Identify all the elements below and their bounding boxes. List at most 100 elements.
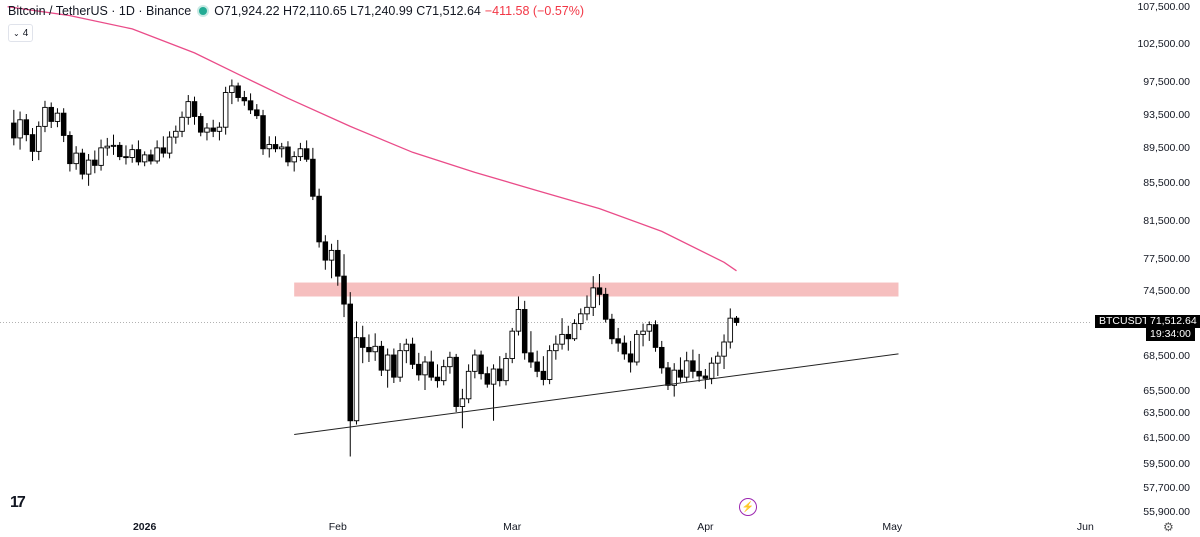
gear-icon[interactable]: ⚙ — [1163, 520, 1174, 534]
candle — [316, 188, 322, 248]
candle-body — [733, 317, 740, 323]
candle — [515, 296, 522, 336]
candle — [166, 131, 173, 159]
candle-body — [565, 333, 572, 340]
candle-body — [210, 127, 216, 132]
candle-body — [266, 144, 273, 150]
candle — [696, 353, 702, 382]
candle-body — [98, 147, 104, 166]
candle-body — [235, 85, 241, 98]
candle-body — [571, 323, 578, 340]
candle-body — [453, 356, 459, 407]
candle — [42, 100, 48, 133]
y-tick-label: 55,900.00 — [1143, 506, 1190, 518]
candle-body — [540, 370, 547, 380]
candle — [148, 149, 154, 165]
candle-body — [166, 136, 173, 154]
candle-body — [715, 355, 721, 364]
candle-body — [148, 154, 154, 162]
candle-body — [590, 287, 596, 308]
candle-body — [596, 287, 603, 295]
candle — [222, 86, 229, 135]
candle-body — [497, 368, 503, 382]
candle-body — [671, 369, 677, 386]
candle — [229, 79, 235, 105]
candle — [590, 276, 596, 316]
candle — [478, 350, 484, 380]
candle-body — [179, 116, 185, 132]
candle — [652, 320, 659, 352]
candle — [36, 121, 42, 161]
candle-body — [285, 146, 291, 163]
candle — [546, 345, 553, 385]
candle — [197, 113, 204, 137]
candle — [434, 364, 441, 388]
candle-body — [54, 112, 61, 122]
candle-body — [391, 354, 397, 378]
candle — [347, 292, 354, 457]
y-tick-label: 81,500.00 — [1143, 215, 1190, 227]
x-tick-label: Mar — [503, 521, 522, 533]
candle — [335, 239, 341, 286]
candle — [540, 356, 547, 386]
resistance-zone — [294, 282, 899, 297]
candle-body — [677, 369, 684, 378]
candle-body — [353, 337, 360, 422]
candle — [665, 362, 671, 390]
candle — [727, 308, 734, 349]
tradingview-logo[interactable]: 17 — [10, 494, 26, 511]
candle — [341, 254, 347, 318]
y-tick-label: 74,500.00 — [1143, 285, 1190, 297]
candle-body — [129, 149, 135, 158]
lightning-icon[interactable]: ⚡ — [739, 498, 757, 516]
candle — [179, 111, 185, 138]
y-tick-label: 107,500.00 — [1137, 1, 1190, 13]
candle — [391, 348, 397, 383]
x-tick-label: 2026 — [133, 521, 157, 533]
candle-body — [335, 249, 341, 277]
candle — [123, 145, 129, 165]
last-price-value: 71,512.64 — [1146, 315, 1200, 328]
candle — [54, 108, 61, 128]
candle — [278, 142, 285, 158]
indicators-toggle[interactable]: ⌄ 4 — [8, 24, 34, 42]
y-tick-label: 93,500.00 — [1143, 109, 1190, 121]
candle — [509, 327, 515, 364]
chevron-down-icon: ⌄ — [13, 28, 20, 38]
candle — [173, 125, 179, 144]
symbol-title[interactable]: Bitcoin / TetherUS · 1D · Binance — [8, 4, 192, 18]
candle-body — [297, 148, 304, 158]
candle-body — [204, 127, 210, 133]
y-tick-label: 89,500.00 — [1143, 142, 1190, 154]
y-tick-label: 59,500.00 — [1143, 458, 1190, 470]
candle — [85, 154, 92, 186]
candle-body — [366, 346, 372, 353]
candle — [534, 350, 540, 378]
candle-body — [478, 354, 484, 375]
candle-body — [247, 100, 254, 111]
candle-body — [696, 370, 702, 377]
candle — [634, 330, 640, 366]
candle-body — [173, 130, 179, 138]
candle — [708, 357, 715, 385]
y-tick-label: 65,500.00 — [1143, 385, 1190, 397]
candle-body — [602, 293, 609, 320]
candle-body — [154, 147, 160, 162]
candle-body — [73, 152, 79, 165]
candle-body — [185, 101, 192, 118]
candle — [416, 352, 422, 381]
candle-body — [490, 368, 497, 385]
candle — [615, 327, 621, 352]
candle-body — [627, 353, 634, 363]
candle-body — [428, 361, 434, 378]
candle — [378, 340, 385, 376]
candle — [447, 351, 453, 374]
candle — [98, 139, 104, 171]
candle-body — [241, 97, 248, 102]
last-price-ticker: BTCUSDT — [1095, 315, 1153, 328]
candle — [503, 352, 509, 386]
candle — [322, 235, 329, 270]
candle-body — [48, 106, 54, 122]
candle — [272, 136, 279, 153]
